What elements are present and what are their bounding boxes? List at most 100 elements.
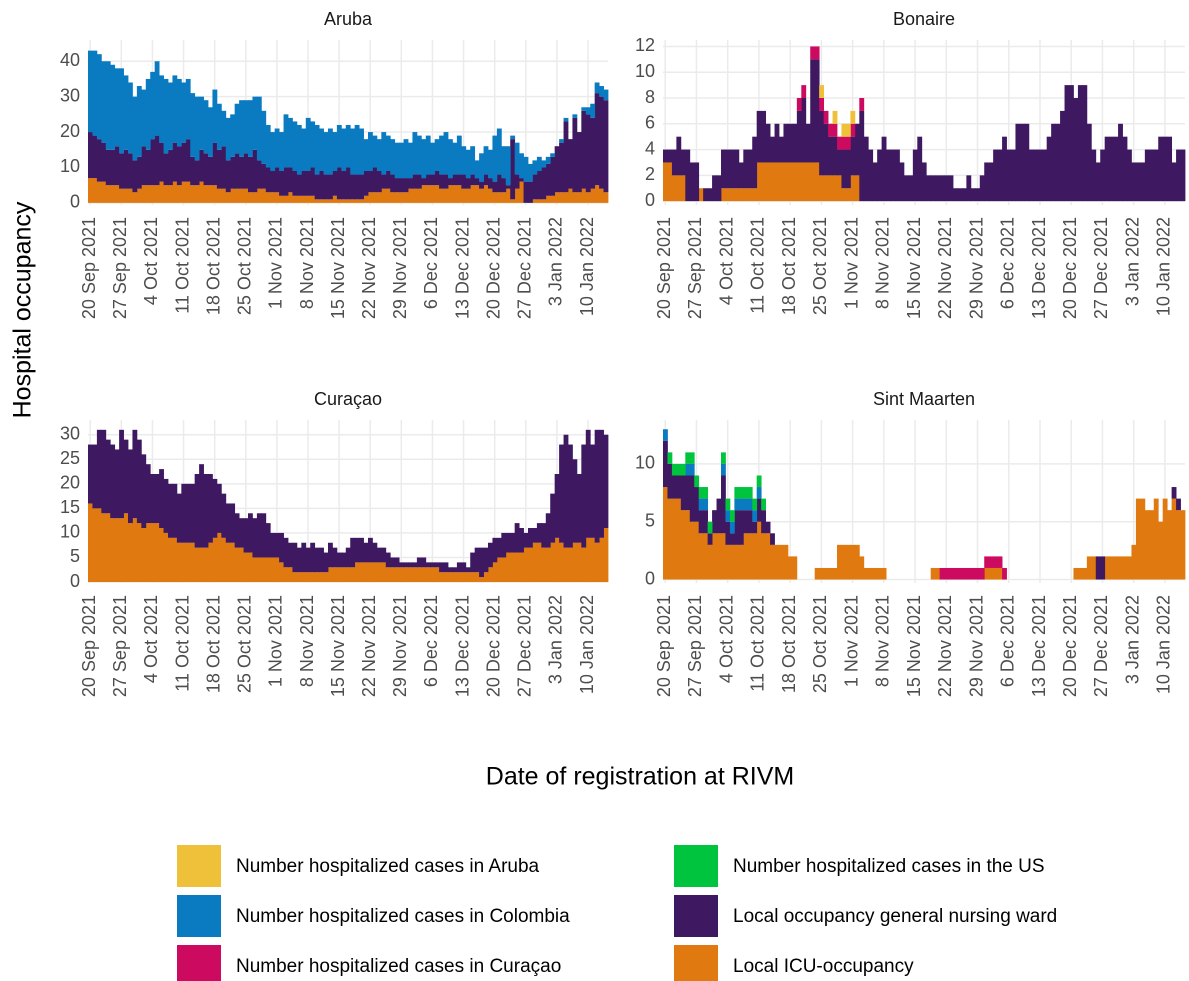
bar-segment xyxy=(1118,123,1123,202)
bar-segment xyxy=(101,513,107,583)
x-tick-label: 18 Oct 2021 xyxy=(779,595,799,693)
bar-segment xyxy=(541,167,547,200)
bar-segment xyxy=(439,188,444,203)
bar-segment xyxy=(935,175,941,202)
x-tick-label: 27 Dec 2021 xyxy=(1091,595,1111,697)
bar-segment xyxy=(689,162,695,202)
bar-segment xyxy=(961,567,967,580)
bar-segment xyxy=(216,532,222,583)
bar-segment xyxy=(470,572,476,583)
bar-segment xyxy=(376,171,382,193)
x-tick-label: 6 Dec 2021 xyxy=(998,217,1018,309)
bar-segment xyxy=(523,547,529,583)
bar-segment xyxy=(514,174,520,189)
bar-segment xyxy=(819,98,825,111)
bar-segment xyxy=(532,160,538,175)
bar-segment xyxy=(721,149,726,189)
bar-segment xyxy=(572,542,578,583)
bar-segment xyxy=(886,149,891,202)
bar-segment xyxy=(1144,510,1150,580)
bar-segment xyxy=(667,149,673,163)
bar-segment xyxy=(88,503,93,583)
bar-segment xyxy=(559,444,564,543)
bar-segment xyxy=(319,199,324,203)
bar-segment xyxy=(832,567,838,580)
bar-segment xyxy=(783,162,789,202)
bar-segment xyxy=(150,474,156,524)
bar-segment xyxy=(194,160,200,186)
legend-label: Number hospitalized cases in Curaçao xyxy=(236,956,561,977)
bar-segment xyxy=(603,434,609,529)
bar-segment xyxy=(1162,498,1168,580)
bar-segment xyxy=(425,567,431,583)
bar-segment xyxy=(801,85,807,99)
bar-segment xyxy=(105,513,111,583)
bar-segment xyxy=(288,542,293,568)
bar-segment xyxy=(854,123,860,176)
bar-segment xyxy=(123,75,129,150)
bar-segment xyxy=(935,567,941,580)
bar-segment xyxy=(863,136,869,202)
bar-segment xyxy=(779,136,784,163)
bar-segment xyxy=(984,556,990,568)
x-tick-label: 18 Oct 2021 xyxy=(779,217,799,315)
bar-segment xyxy=(279,132,284,172)
bar-segment xyxy=(532,528,538,543)
bar-segment xyxy=(572,114,578,118)
bar-segment xyxy=(403,178,409,193)
bar-segment xyxy=(859,98,865,111)
x-tick-label: 13 Dec 2021 xyxy=(1029,595,1049,697)
bar-segment xyxy=(819,175,825,202)
bar-segment xyxy=(88,444,93,504)
bar-segment xyxy=(434,567,440,583)
bar-segment xyxy=(1127,149,1132,202)
bar-segment xyxy=(403,562,409,568)
bar-segment xyxy=(752,136,758,189)
bar-segment xyxy=(576,474,582,543)
bar-segment xyxy=(390,557,396,568)
bar-segment xyxy=(979,567,985,580)
x-tick-label: 4 Oct 2021 xyxy=(141,595,161,683)
y-tick-label: 25 xyxy=(60,448,80,468)
bar-segment xyxy=(1109,136,1115,202)
bar-segment xyxy=(832,175,838,202)
x-tick-label: 29 Nov 2021 xyxy=(966,217,986,319)
bar-segment xyxy=(323,174,329,200)
bar-segment xyxy=(603,100,609,193)
bar-segment xyxy=(394,178,400,193)
bar-segment xyxy=(832,123,838,137)
bar-segment xyxy=(154,61,160,136)
bar-segment xyxy=(159,469,164,529)
bar-segment xyxy=(368,562,373,583)
bar-segment xyxy=(363,139,369,172)
bar-segment xyxy=(663,162,668,202)
bar-segment xyxy=(756,162,762,202)
bar-segment xyxy=(408,178,413,189)
bar-segment xyxy=(505,146,511,186)
bar-segment xyxy=(993,567,999,580)
bar-segment xyxy=(434,171,440,186)
bar-segment xyxy=(323,199,329,203)
bar-segment xyxy=(1113,556,1119,580)
x-tick-label: 11 Oct 2021 xyxy=(172,217,192,314)
x-tick-label: 20 Dec 2021 xyxy=(483,217,503,319)
bar-segment xyxy=(145,464,151,524)
bar-segment xyxy=(416,557,422,568)
bar-segment xyxy=(261,188,267,203)
bar-segment xyxy=(96,139,102,182)
bar-segment xyxy=(685,452,691,464)
bar-segment xyxy=(363,542,369,563)
bar-segment xyxy=(1002,567,1007,580)
bar-segment xyxy=(465,567,471,573)
bar-segment xyxy=(443,188,449,203)
bar-segment xyxy=(792,556,798,580)
legend-swatch xyxy=(177,845,221,887)
bar-segment xyxy=(519,153,524,179)
bar-segment xyxy=(975,188,981,202)
bar-segment xyxy=(425,562,431,568)
bar-segment xyxy=(296,195,302,203)
bar-segment xyxy=(123,188,129,203)
bar-segment xyxy=(114,68,120,147)
bar-segment xyxy=(101,61,107,143)
bar-segment xyxy=(1140,162,1146,202)
